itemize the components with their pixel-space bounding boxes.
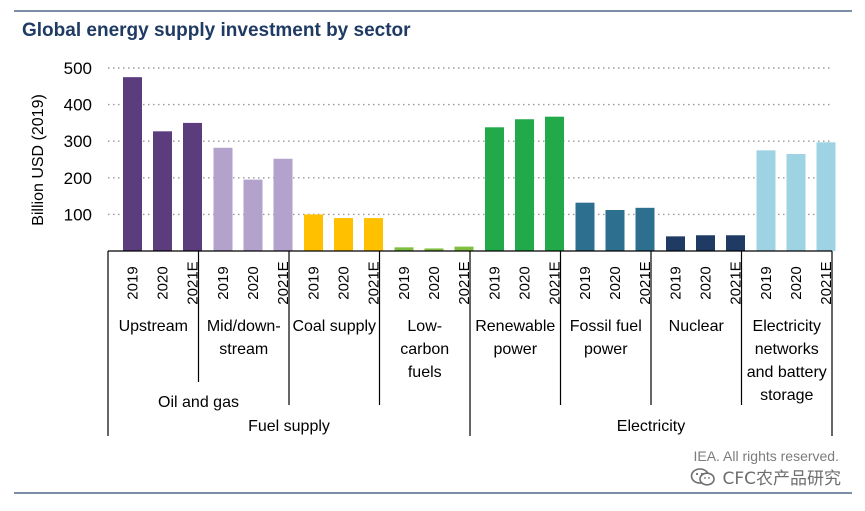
x-tick-label: 2020 (517, 266, 534, 299)
group-label: Renewable (475, 318, 555, 335)
x-tick-label: 2019 (758, 266, 775, 299)
x-tick-label: 2021E (728, 261, 745, 304)
y-tick-label: 100 (64, 205, 92, 224)
y-axis-label: Billion USD (2019) (30, 94, 47, 226)
x-tick-label: 2019 (396, 266, 413, 299)
group-label: Fossil fuel (570, 318, 642, 335)
group-label: Coal supply (292, 318, 376, 335)
y-tick-label: 300 (64, 132, 92, 151)
bar (424, 248, 444, 251)
bar (635, 207, 655, 251)
bar (696, 235, 715, 251)
x-tick-label: 2021E (818, 261, 835, 304)
bar (243, 179, 263, 251)
y-axis: 100 200 300 400 500 Billion USD (2019) (30, 59, 92, 226)
x-tick-label: 2021E (366, 261, 383, 304)
y-tick-label: 400 (64, 96, 92, 115)
group-label: Electricity (753, 318, 821, 335)
supergroup-label: Fuel supply (248, 418, 330, 435)
x-tick-label: 2021E (547, 261, 564, 304)
x-tick-label: 2019 (487, 266, 504, 299)
x-tick-label: 2020 (607, 266, 624, 299)
group-label: stream (219, 341, 268, 358)
bar (394, 247, 414, 251)
bar (334, 218, 353, 251)
x-tick-label: 2019 (306, 266, 323, 299)
bar (364, 218, 383, 251)
watermark: CFC农产品研究 (690, 464, 841, 489)
group-label: Mid/down- (207, 318, 281, 335)
x-tick-label: 2020 (426, 266, 443, 299)
x-tick-label: 2021E (275, 261, 292, 304)
bar (515, 119, 534, 252)
x-tick-label: 2021E (456, 261, 473, 304)
bar (153, 131, 172, 251)
group-label: networks (755, 341, 819, 358)
group-label: and battery (747, 364, 827, 381)
x-tick-label: 2019 (125, 266, 142, 299)
supergroup-label: Oil and gas (158, 394, 239, 411)
x-axis: 2019 2020 2021E Upstream 2019 2020 2021E Mid/do… (107, 250, 835, 436)
group-label: fuels (408, 364, 442, 381)
x-tick-label: 2020 (245, 266, 262, 299)
bar (454, 246, 474, 251)
bar (545, 116, 564, 251)
x-tick-label: 2019 (668, 266, 685, 299)
y-tick-label: 200 (64, 169, 92, 188)
x-tick-label: 2021E (637, 261, 654, 304)
bar (726, 235, 745, 251)
bar (304, 214, 323, 251)
bar (575, 202, 595, 251)
wechat-icon (691, 467, 716, 486)
x-tick-label: 2020 (155, 266, 172, 299)
bar (485, 127, 504, 251)
bar (183, 122, 202, 252)
bottom-rule (14, 492, 852, 494)
x-tick-label: 2021E (185, 261, 202, 304)
bar (756, 150, 776, 251)
bar (605, 210, 625, 251)
bar (123, 77, 142, 252)
x-tick-label: 2020 (788, 266, 805, 299)
credit-text: IEA. All rights reserved. (693, 448, 839, 464)
bars (123, 77, 836, 252)
group-label: carbon (400, 341, 449, 358)
bar (786, 154, 806, 251)
group-label: storage (760, 387, 813, 404)
top-rule (14, 10, 852, 12)
group-label: power (584, 341, 628, 358)
group-label: Nuclear (669, 318, 725, 335)
bar (273, 158, 293, 251)
group-label: Upstream (119, 318, 188, 335)
group-label: power (493, 341, 537, 358)
watermark-text: CFC农产品研究 (722, 469, 841, 489)
y-tick-label: 500 (64, 59, 92, 78)
chart-title: Global energy supply investment by secto… (22, 20, 411, 41)
bar (816, 142, 836, 251)
supergroup-label: Electricity (617, 418, 685, 435)
bar (213, 147, 233, 251)
x-tick-label: 2020 (336, 266, 353, 299)
x-tick-label: 2019 (577, 266, 594, 299)
x-tick-label: 2019 (215, 266, 232, 299)
group-label: Low- (407, 318, 442, 335)
x-tick-label: 2020 (698, 266, 715, 299)
bar (666, 236, 685, 251)
